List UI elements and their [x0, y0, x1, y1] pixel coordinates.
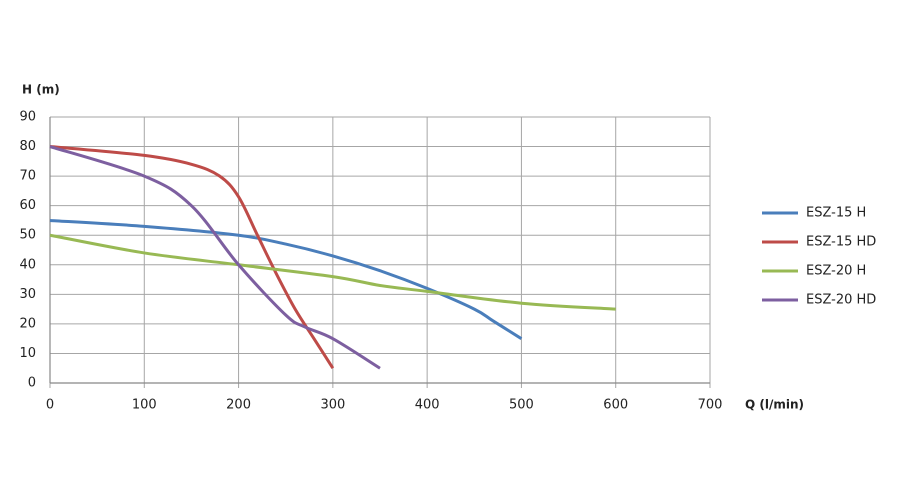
y-tick-label: 70 [19, 169, 36, 184]
series-line [49, 145, 381, 370]
y-tick-label: 60 [19, 198, 36, 213]
x-tick-label: 300 [320, 398, 345, 413]
series-line [49, 145, 335, 370]
series-line [49, 233, 616, 311]
y-tick-label: 50 [19, 228, 36, 243]
x-axis-title: Q (l/min) [745, 398, 804, 412]
legend-label: ESZ-15 H [806, 206, 866, 221]
x-tick-label: 100 [132, 398, 157, 413]
series-line [49, 218, 523, 340]
legend-label: ESZ-20 HD [806, 293, 876, 308]
x-tick-label: 0 [46, 398, 54, 413]
x-tick-label: 700 [698, 398, 723, 413]
x-tick-label: 600 [603, 398, 628, 413]
y-tick-label: 0 [28, 376, 36, 391]
x-tick-label: 400 [415, 398, 440, 413]
y-tick-label: 10 [19, 346, 36, 361]
y-axis-title: H (m) [22, 83, 60, 97]
y-tick-label: 90 [19, 110, 36, 125]
legend-label: ESZ-15 HD [806, 235, 876, 250]
y-tick-label: 80 [19, 139, 36, 154]
y-tick-label: 30 [19, 287, 36, 302]
y-tick-label: 20 [19, 316, 36, 331]
x-tick-label: 200 [226, 398, 251, 413]
legend-label: ESZ-20 H [806, 264, 866, 279]
y-tick-label: 40 [19, 257, 36, 272]
x-tick-label: 500 [509, 398, 534, 413]
